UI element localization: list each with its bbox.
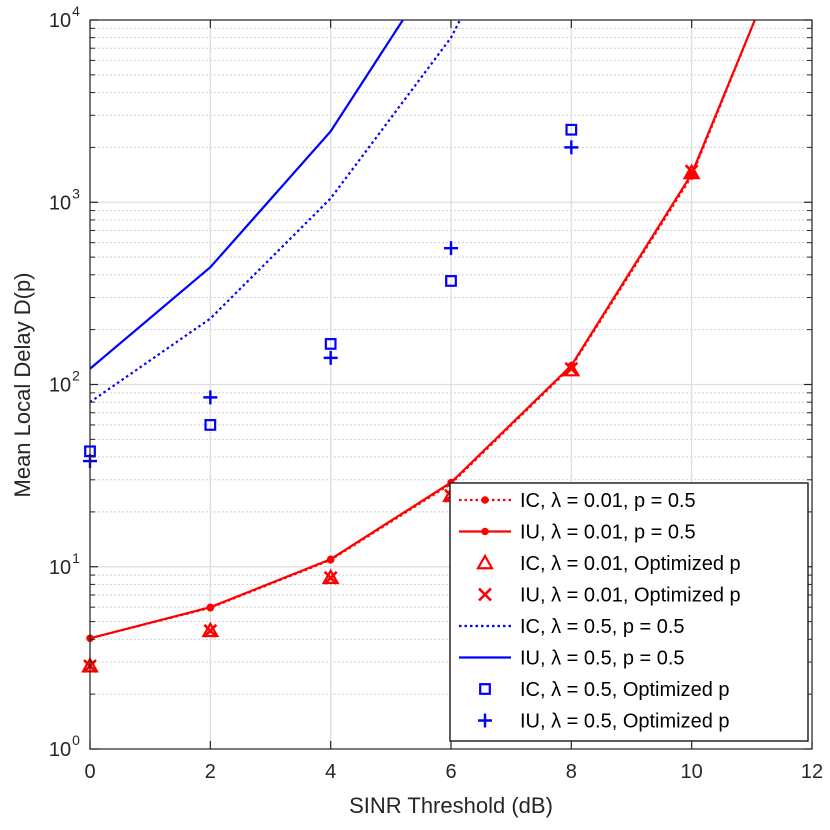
legend-label: IU, λ = 0.5, Optimized p	[520, 711, 730, 733]
legend-marker	[476, 553, 494, 570]
legend-marker	[481, 527, 489, 536]
legend-marker	[478, 587, 492, 602]
x-axis-label: SINR Threshold (dB)	[349, 793, 553, 818]
y-tick-label: 10	[49, 375, 71, 397]
series-4	[89, 19, 462, 404]
x-tick-label: 8	[566, 761, 577, 783]
data-point	[203, 390, 218, 405]
data-point	[201, 621, 220, 638]
legend-label: IC, λ = 0.01, Optimized p	[520, 553, 741, 575]
data-point	[564, 361, 579, 376]
legend-entry: IU, λ = 0.01, Optimized p	[478, 585, 741, 607]
y-tick-exponent: 2	[72, 368, 80, 384]
data-point	[444, 241, 458, 256]
legend-label: IU, λ = 0.01, Optimized p	[520, 585, 741, 607]
data-point	[321, 568, 340, 585]
legend-box	[449, 482, 809, 742]
x-tick-label: 6	[445, 761, 456, 783]
x-tick-label: 10	[681, 761, 703, 783]
data-point	[323, 350, 338, 365]
data-point	[565, 123, 578, 136]
legend-entry: IC, λ = 0.5, Optimized p	[479, 679, 730, 701]
legend-entry: IU, λ = 0.01, p = 0.5	[459, 522, 696, 544]
legend-entry: IC, λ = 0.01, Optimized p	[476, 553, 741, 575]
y-tick-label: 10	[49, 557, 71, 579]
legend-entry: IU, λ = 0.5, p = 0.5	[459, 648, 685, 670]
x-tick-label: 4	[325, 761, 336, 783]
data-point	[326, 555, 335, 563]
data-point	[206, 603, 215, 611]
x-tick-label: 12	[801, 761, 823, 783]
legend-label: IC, λ = 0.5, Optimized p	[520, 679, 730, 701]
series-5	[89, 19, 404, 370]
x-tick-label: 0	[84, 761, 95, 783]
legend-entry: IC, λ = 0.01, p = 0.5	[459, 490, 696, 512]
legend-entry: IU, λ = 0.5, Optimized p	[478, 711, 730, 733]
data-point	[445, 275, 457, 287]
legend-label: IC, λ = 0.01, p = 0.5	[520, 490, 696, 512]
data-point	[684, 164, 699, 179]
y-tick-label: 10	[49, 10, 71, 32]
y-axis-label: Mean Local Delay D(p)	[10, 273, 35, 498]
legend-marker	[478, 713, 492, 728]
data-point	[682, 163, 701, 180]
x-tick-labels: 0 2 4 6 8 10 12	[84, 761, 823, 783]
y-tick-exponent: 0	[72, 732, 80, 748]
x-tick-label: 2	[205, 761, 216, 783]
series-line	[89, 19, 462, 404]
y-tick-exponent: 3	[72, 185, 80, 201]
data-point	[204, 419, 217, 431]
data-point	[562, 360, 581, 377]
data-point	[203, 623, 218, 638]
y-tick-exponent: 1	[72, 550, 80, 566]
data-point	[564, 140, 579, 155]
data-point	[324, 338, 337, 350]
legend-label: IU, λ = 0.01, p = 0.5	[520, 522, 696, 544]
legend-marker	[481, 496, 489, 504]
y-tick-exponent: 4	[72, 3, 80, 19]
series-line	[89, 19, 404, 370]
y-tick-label: 10	[49, 192, 71, 214]
legend: IC, λ = 0.01, p = 0.5 IU, λ = 0.01, p = 0…	[449, 482, 809, 742]
data-point	[323, 570, 338, 585]
legend-marker	[479, 683, 491, 695]
legend-label: IU, λ = 0.5, p = 0.5	[520, 648, 685, 670]
legend-label: IC, λ = 0.5, p = 0.5	[520, 616, 685, 638]
y-tick-label: 10	[49, 739, 71, 761]
legend-entry: IC, λ = 0.5, p = 0.5	[459, 616, 685, 638]
